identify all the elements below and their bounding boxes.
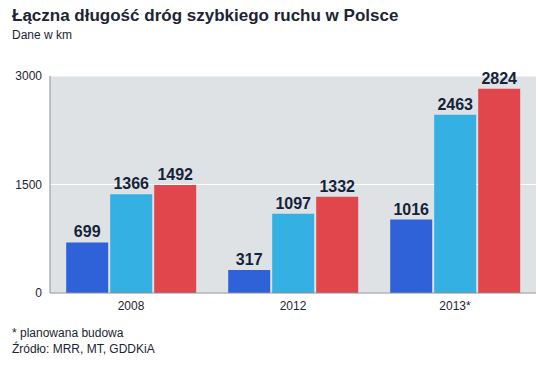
svg-text:0: 0	[35, 286, 42, 300]
html-text:Łączna długość dróg szybkiego: Łączna długość dróg szybkiego ruchu w Po…	[12, 6, 399, 25]
svg-text:2013*: 2013*	[439, 299, 471, 313]
svg-text:3000: 3000	[15, 69, 42, 83]
svg-text:1366: 1366	[113, 175, 149, 192]
svg-text:1016: 1016	[393, 201, 429, 218]
svg-text:2824: 2824	[481, 70, 517, 87]
html-text:* planowana budowa: * planowana budowa	[12, 326, 124, 340]
svg-text:2012: 2012	[280, 299, 307, 313]
svg-text:2008: 2008	[118, 299, 145, 313]
svg-text:699: 699	[74, 223, 101, 240]
html-text:Źródło: MRR, MT, GDDKiA: Źródło: MRR, MT, GDDKiA	[12, 342, 155, 356]
svg-text:317: 317	[236, 251, 263, 268]
svg-text:1332: 1332	[319, 178, 355, 195]
html-text:Dane w km: Dane w km	[12, 28, 72, 42]
svg-text:1097: 1097	[275, 195, 311, 212]
svg-text:2463: 2463	[437, 96, 473, 113]
svg-text:1500: 1500	[15, 178, 42, 192]
svg-text:1492: 1492	[157, 166, 193, 183]
